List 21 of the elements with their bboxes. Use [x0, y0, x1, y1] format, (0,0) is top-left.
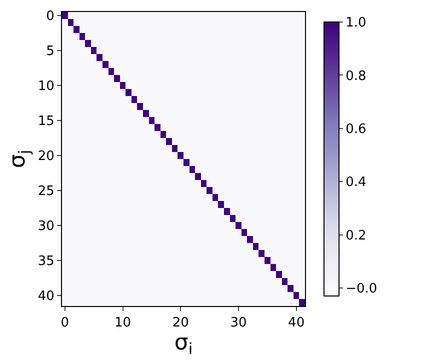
color-bar-label: 1.0: [346, 16, 366, 31]
y-tick-label: 30: [38, 219, 54, 234]
y-tick-label: 20: [38, 149, 54, 164]
color-bar-label: 0.2: [346, 228, 366, 244]
color-bar-label: 0.4: [346, 175, 366, 190]
color-bar-label: 0.6: [346, 122, 366, 137]
x-tick-label: 40: [288, 316, 305, 331]
y-tick-label: 10: [38, 79, 54, 94]
y-tick-label: 15: [38, 114, 54, 130]
color-bar-label: −0.0: [346, 282, 378, 297]
color-bar-label: 0.8: [346, 68, 366, 84]
y-tick-label: 5: [46, 44, 54, 60]
x-tick-label: 20: [172, 316, 189, 331]
x-tick-label: 30: [230, 316, 247, 331]
x-tick-label: 10: [114, 316, 132, 331]
x-tick-label: 0: [60, 316, 70, 331]
y-tick-label: 35: [38, 254, 54, 270]
x-axis-title: σ$_{i}$: [174, 330, 193, 358]
y-tick-label: 25: [38, 184, 54, 200]
y-tick-label: 40: [38, 289, 54, 304]
y-tick-label: 0: [46, 9, 54, 24]
